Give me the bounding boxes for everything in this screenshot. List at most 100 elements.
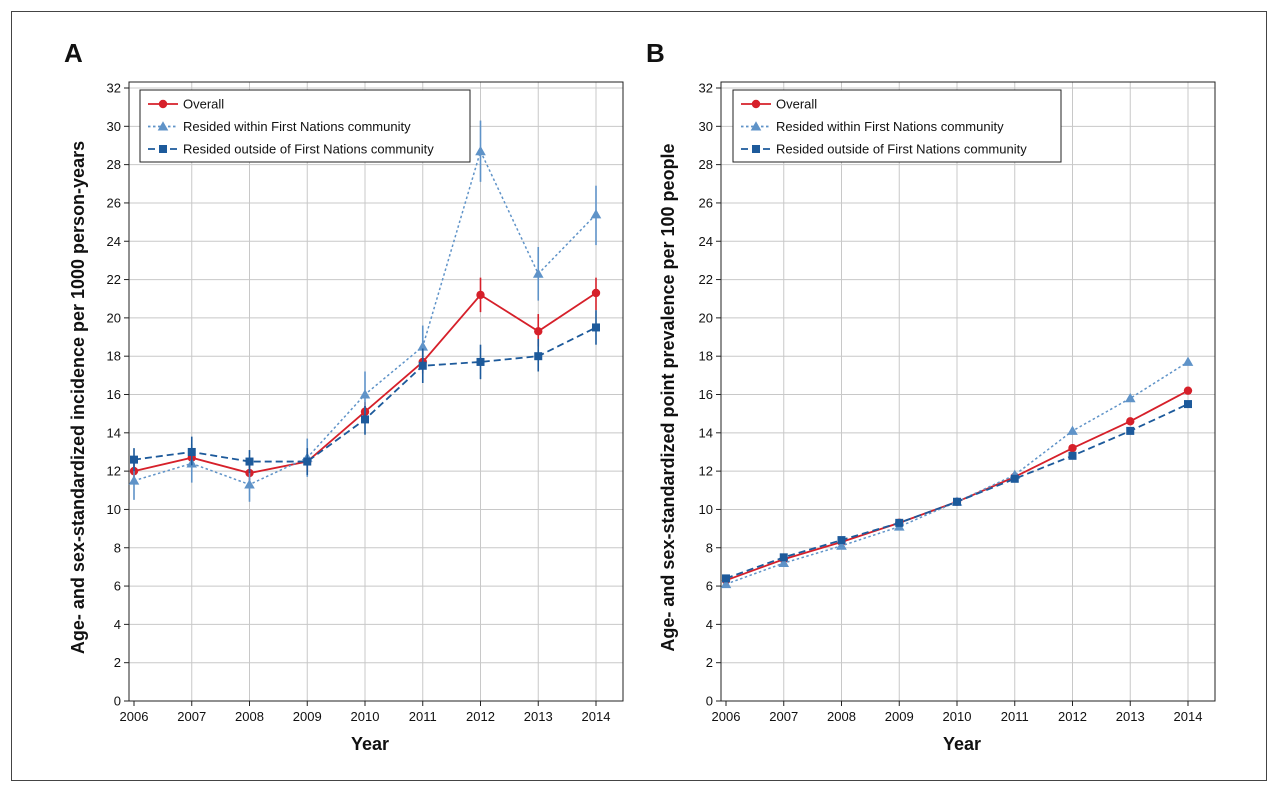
x-tick-label: 2010: [351, 709, 380, 724]
data-point: [245, 457, 254, 466]
plot-frame: [720, 81, 1216, 702]
data-point: [1010, 474, 1019, 483]
x-tick-label: 2006: [712, 709, 741, 724]
y-tick-label: 20: [107, 310, 121, 325]
figure-frame: [11, 11, 1267, 781]
y-tick-label: 18: [107, 349, 121, 364]
y-tick-label: 2: [114, 655, 121, 670]
data-point: [244, 479, 255, 489]
x-tick-label: 2014: [1174, 709, 1203, 724]
data-point: [590, 209, 602, 219]
panel-label: A: [64, 38, 83, 68]
legend-label: Resided outside of First Nations communi…: [776, 142, 1027, 157]
y-tick-label: 30: [699, 119, 713, 134]
data-point: [592, 323, 600, 332]
series-3: [722, 400, 1192, 583]
legend-label: Resided within First Nations community: [776, 119, 1004, 134]
x-tick-label: 2011: [1001, 709, 1029, 724]
y-tick-label: 0: [706, 694, 713, 709]
x-tick-label: 2006: [120, 709, 149, 724]
y-axis-title: Age- and sex-standardized point prevalen…: [658, 143, 678, 651]
series-3: [130, 310, 600, 475]
x-tick-label: 2014: [582, 709, 611, 724]
x-tick-label: 2010: [943, 709, 972, 724]
data-point: [128, 475, 140, 485]
x-axis-title: Year: [351, 734, 389, 754]
y-tick-label: 16: [699, 387, 713, 402]
panel-label: B: [646, 38, 665, 68]
y-tick-label: 6: [114, 579, 121, 594]
y-tick-label: 32: [107, 81, 121, 96]
y-tick-label: 0: [114, 694, 121, 709]
y-tick-label: 18: [699, 349, 713, 364]
y-tick-label: 26: [699, 195, 713, 210]
legend: Overall Resided within First Nations comm…: [732, 89, 1062, 163]
plot-area: [129, 82, 623, 701]
data-point: [953, 497, 961, 506]
legend-marker: [752, 145, 760, 153]
legend-marker: [158, 99, 168, 109]
data-point: [534, 327, 543, 336]
x-tick-label: 2008: [235, 709, 264, 724]
data-point: [1068, 443, 1077, 453]
data-point: [1126, 426, 1135, 435]
data-point: [187, 447, 196, 456]
x-tick-label: 2012: [466, 709, 495, 724]
data-point: [1068, 451, 1077, 460]
y-tick-label: 6: [706, 579, 713, 594]
data-point: [836, 540, 847, 550]
data-point: [130, 455, 138, 464]
data-point: [778, 557, 790, 568]
data-point: [418, 361, 427, 370]
data-point: [1184, 400, 1192, 409]
data-point: [591, 288, 601, 298]
y-axis-title: Age- and sex-standardized incidence per …: [68, 141, 88, 654]
legend: Overall Resided within First Nations comm…: [139, 89, 471, 163]
data-point: [532, 268, 544, 278]
x-tick-label: 2013: [524, 709, 553, 724]
plot-area: [721, 82, 1215, 701]
y-tick-label: 20: [699, 310, 713, 325]
data-point: [720, 578, 732, 589]
y-tick-label: 10: [107, 502, 121, 517]
legend-marker: [157, 121, 169, 131]
y-tick-label: 32: [699, 81, 713, 96]
y-tick-label: 30: [107, 119, 121, 134]
y-tick-label: 24: [107, 234, 121, 249]
x-tick-label: 2009: [293, 709, 322, 724]
y-tick-label: 4: [706, 617, 713, 632]
data-point: [895, 518, 904, 527]
data-point: [722, 574, 730, 583]
plot-frame: [128, 81, 624, 702]
y-tick-label: 28: [699, 157, 713, 172]
y-tick-label: 28: [107, 157, 121, 172]
data-point: [1182, 356, 1194, 366]
data-point: [417, 341, 429, 351]
data-point: [359, 389, 371, 399]
legend-marker: [159, 145, 167, 153]
x-tick-label: 2008: [827, 709, 856, 724]
legend-marker: [751, 99, 761, 109]
x-tick-label: 2012: [1058, 709, 1087, 724]
y-tick-label: 26: [107, 195, 121, 210]
data-point: [1067, 425, 1078, 435]
y-tick-label: 16: [107, 387, 121, 402]
data-point: [475, 145, 486, 156]
series-2: [128, 120, 602, 502]
y-tick-label: 4: [114, 617, 121, 632]
data-point: [779, 553, 788, 562]
y-tick-label: 12: [107, 464, 121, 479]
y-tick-label: 2: [706, 655, 713, 670]
x-tick-label: 2011: [409, 709, 437, 724]
x-tick-label: 2007: [177, 709, 206, 724]
x-tick-label: 2007: [769, 709, 798, 724]
legend-label: Overall: [776, 97, 817, 112]
x-tick-label: 2009: [885, 709, 914, 724]
y-tick-label: 12: [699, 464, 713, 479]
legend-label: Overall: [183, 97, 224, 112]
y-tick-label: 10: [699, 502, 713, 517]
data-point: [476, 357, 485, 366]
